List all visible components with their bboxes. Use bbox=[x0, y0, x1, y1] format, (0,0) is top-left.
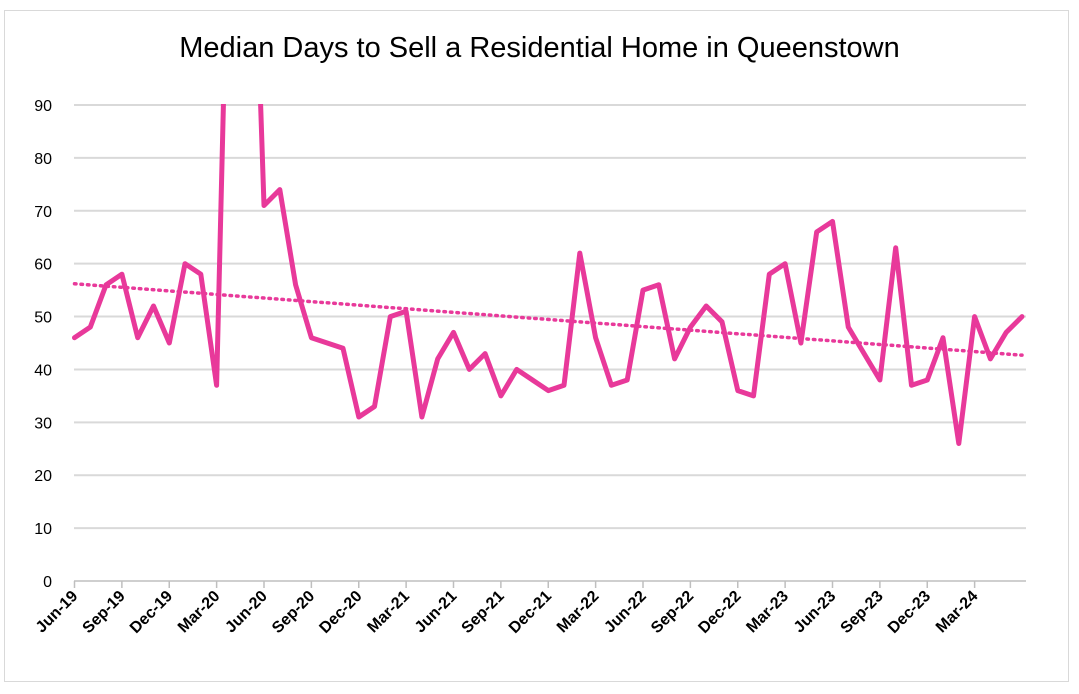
x-tick-label: Sep-21 bbox=[459, 588, 508, 637]
x-tick-label: Jun-21 bbox=[412, 588, 461, 637]
data-point bbox=[894, 246, 898, 250]
x-tick-label: Sep-19 bbox=[80, 588, 129, 637]
x-tick-label: Dec-22 bbox=[695, 588, 744, 637]
data-point bbox=[373, 404, 377, 408]
data-point bbox=[167, 341, 171, 345]
data-point bbox=[752, 394, 756, 398]
data-point bbox=[941, 336, 945, 340]
y-tick-label: 10 bbox=[34, 521, 52, 538]
y-tick-label: 50 bbox=[34, 310, 52, 327]
y-tick-label: 80 bbox=[34, 151, 52, 168]
data-point bbox=[120, 272, 124, 276]
data-point bbox=[136, 336, 140, 340]
data-point bbox=[199, 272, 203, 276]
x-tick-label: Jun-22 bbox=[601, 588, 650, 637]
data-point bbox=[925, 378, 929, 382]
data-point bbox=[215, 383, 219, 387]
data-point bbox=[562, 383, 566, 387]
trend-line bbox=[72, 282, 1024, 357]
data-point bbox=[973, 315, 977, 319]
data-point bbox=[578, 251, 582, 255]
x-tick-label: Jun-20 bbox=[222, 588, 271, 637]
x-tick-label: Dec-23 bbox=[885, 588, 934, 637]
data-point bbox=[846, 325, 850, 329]
data-point bbox=[688, 325, 692, 329]
data-point bbox=[704, 304, 708, 308]
x-tick-label: Mar-23 bbox=[743, 588, 792, 637]
data-point bbox=[499, 394, 503, 398]
data-point bbox=[878, 378, 882, 382]
data-point bbox=[530, 378, 534, 382]
data-point bbox=[1020, 315, 1024, 319]
data-point bbox=[594, 336, 598, 340]
x-tick-label: Mar-21 bbox=[364, 588, 413, 637]
data-point bbox=[467, 367, 471, 371]
data-point bbox=[1004, 330, 1008, 334]
data-point bbox=[262, 203, 266, 207]
data-point bbox=[783, 262, 787, 266]
data-point bbox=[815, 230, 819, 234]
x-tick-label: Dec-21 bbox=[506, 588, 555, 637]
data-point bbox=[641, 288, 645, 292]
data-point bbox=[831, 219, 835, 223]
data-point bbox=[452, 330, 456, 334]
y-tick-label: 20 bbox=[34, 468, 52, 485]
y-tick-label: 40 bbox=[34, 362, 52, 379]
data-point bbox=[799, 341, 803, 345]
data-point bbox=[420, 415, 424, 419]
data-point bbox=[483, 352, 487, 356]
data-point bbox=[151, 304, 155, 308]
x-tick-label: Sep-20 bbox=[269, 588, 318, 637]
x-tick-label: Jun-19 bbox=[33, 588, 82, 637]
data-point bbox=[736, 389, 740, 393]
data-point bbox=[341, 346, 345, 350]
data-point bbox=[278, 188, 282, 192]
x-tick-label: Mar-24 bbox=[933, 588, 982, 637]
data-point bbox=[88, 325, 92, 329]
data-point bbox=[988, 357, 992, 361]
data-point bbox=[625, 378, 629, 382]
x-tick-label: Dec-19 bbox=[127, 588, 176, 637]
data-point bbox=[609, 383, 613, 387]
data-point bbox=[325, 341, 329, 345]
data-point bbox=[388, 315, 392, 319]
y-tick-label: 0 bbox=[43, 574, 52, 591]
y-tick-label: 60 bbox=[34, 257, 52, 274]
data-point bbox=[909, 383, 913, 387]
y-tick-label: 90 bbox=[34, 98, 52, 115]
data-point bbox=[183, 262, 187, 266]
data-point bbox=[515, 367, 519, 371]
data-point bbox=[673, 357, 677, 361]
x-tick-label: Sep-22 bbox=[648, 588, 697, 637]
chart-title: Median Days to Sell a Residential Home i… bbox=[179, 32, 900, 64]
x-tick-label: Jun-23 bbox=[791, 588, 840, 637]
y-tick-label: 70 bbox=[34, 204, 52, 221]
data-point bbox=[436, 357, 440, 361]
y-tick-label: 30 bbox=[34, 415, 52, 432]
series-line-median-days bbox=[72, 104, 1025, 446]
data-point bbox=[309, 336, 313, 340]
data-point bbox=[957, 441, 961, 445]
data-point bbox=[546, 389, 550, 393]
x-tick-label: Sep-23 bbox=[838, 588, 887, 637]
data-point bbox=[657, 283, 661, 287]
data-point bbox=[404, 309, 408, 313]
data-point bbox=[767, 272, 771, 276]
data-point bbox=[720, 320, 724, 324]
data-point bbox=[104, 283, 108, 287]
x-tick-label: Dec-20 bbox=[316, 588, 365, 637]
data-point bbox=[357, 415, 361, 419]
data-point bbox=[73, 336, 77, 340]
data-point bbox=[294, 283, 298, 287]
x-tick-label: Mar-20 bbox=[175, 588, 224, 637]
data-point bbox=[862, 352, 866, 356]
x-tick-label: Mar-22 bbox=[554, 588, 603, 637]
